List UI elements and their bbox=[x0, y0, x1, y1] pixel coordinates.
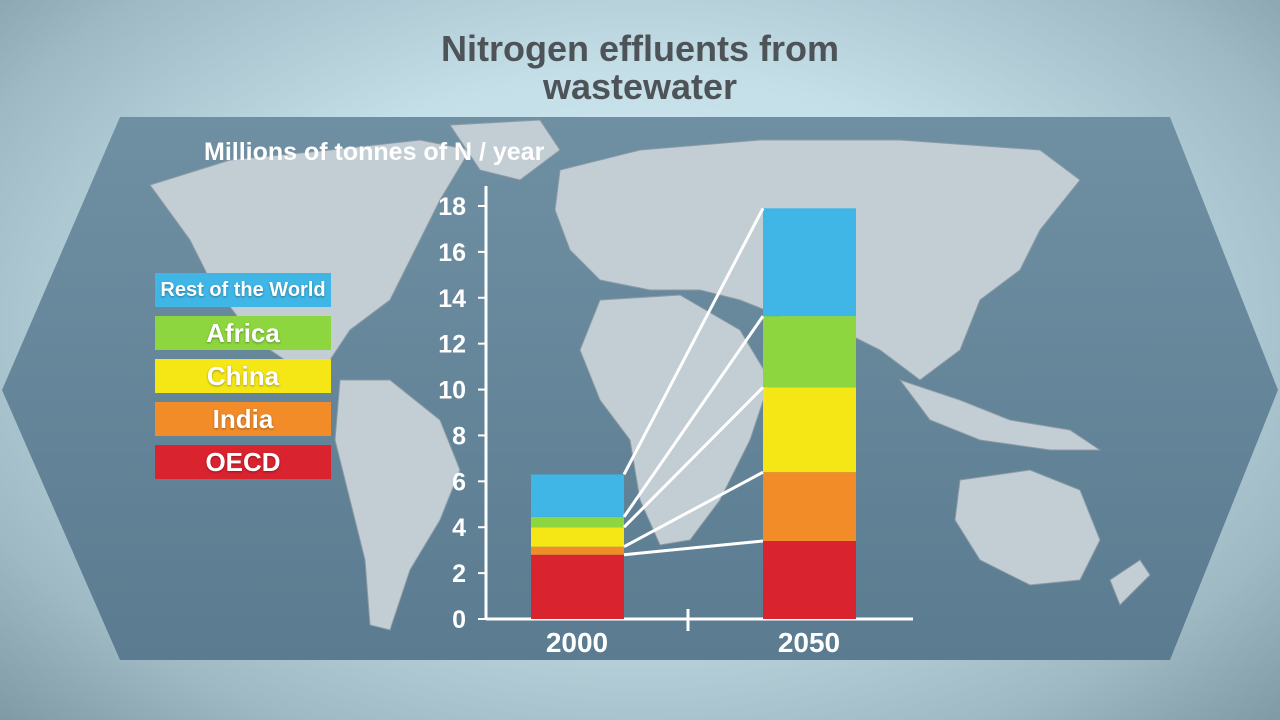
bar-segment-rest-of-the-world-2000 bbox=[531, 474, 624, 517]
connector-line bbox=[622, 315, 765, 518]
legend-item-africa: Africa bbox=[155, 316, 331, 350]
bar-segment-china-2050 bbox=[763, 387, 856, 473]
x-category-label: 2000 bbox=[546, 627, 608, 658]
legend-item-china: China bbox=[155, 359, 331, 393]
legend: Rest of the World Africa China India OEC… bbox=[155, 273, 331, 488]
bar-segment-africa-2000 bbox=[531, 516, 624, 528]
legend-item-oecd: OECD bbox=[155, 445, 331, 479]
y-tick-label: 0 bbox=[452, 606, 466, 634]
southeast-asia-shape bbox=[898, 379, 1102, 451]
bar-segment-oecd-2050 bbox=[763, 540, 856, 619]
y-tick-label: 10 bbox=[438, 377, 466, 405]
y-axis-label: Millions of tonnes of N / year bbox=[204, 138, 545, 166]
bar-segment-china-2000 bbox=[531, 527, 624, 547]
africa-shape bbox=[579, 294, 771, 546]
bar-segment-africa-2050 bbox=[763, 316, 856, 388]
connector-line bbox=[622, 386, 765, 529]
chart-title-line-2: wastewater bbox=[542, 66, 738, 107]
y-tick-label: 6 bbox=[452, 468, 466, 496]
greenland-shape bbox=[449, 119, 561, 181]
south-america-shape bbox=[334, 379, 461, 631]
connector-line bbox=[623, 470, 764, 549]
connector-line bbox=[623, 539, 764, 557]
new-zealand-shape bbox=[1109, 559, 1151, 606]
bar-segment-india-2050 bbox=[763, 472, 856, 541]
chart-title: Nitrogen effluents from wastewater bbox=[0, 30, 1280, 106]
y-tick-label: 4 bbox=[452, 514, 466, 542]
y-tick-label: 14 bbox=[438, 285, 466, 313]
y-tick-label: 18 bbox=[438, 193, 466, 221]
australia-shape bbox=[954, 469, 1101, 586]
y-tick-label: 16 bbox=[438, 239, 466, 267]
x-category-label: 2050 bbox=[778, 627, 840, 658]
bar-segment-oecd-2000 bbox=[531, 554, 624, 619]
y-tick-label: 2 bbox=[452, 560, 466, 588]
y-tick-label: 12 bbox=[438, 331, 466, 359]
legend-item-india: India bbox=[155, 402, 331, 436]
chart-title-line-1: Nitrogen effluents from bbox=[440, 28, 839, 69]
connector-line bbox=[622, 207, 765, 476]
y-tick-label: 8 bbox=[452, 422, 466, 450]
bar-segment-india-2000 bbox=[531, 546, 624, 555]
bar-segment-rest-of-the-world-2050 bbox=[763, 208, 856, 317]
legend-item-rest-of-world: Rest of the World bbox=[155, 273, 331, 307]
